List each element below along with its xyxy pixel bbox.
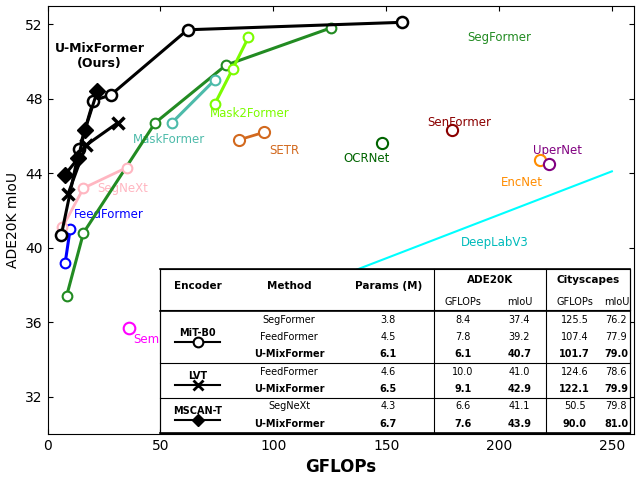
Text: DeepLabV3: DeepLabV3 [461,236,529,249]
Text: 125.5: 125.5 [561,315,589,325]
Text: 4.5: 4.5 [381,332,396,342]
Text: 39.2: 39.2 [509,332,530,342]
Text: OCRNet: OCRNet [343,152,390,165]
Text: SegFormer: SegFormer [263,315,316,325]
Text: 7.6: 7.6 [454,418,472,428]
Text: 41.0: 41.0 [509,367,530,376]
Text: 43.9: 43.9 [508,418,531,428]
Text: U-MixFormer: U-MixFormer [254,418,324,428]
Text: 76.2: 76.2 [605,315,627,325]
Text: 41.1: 41.1 [509,401,530,411]
Text: SegNeXt: SegNeXt [97,182,148,195]
Point [124,324,134,332]
Text: GFLOPs: GFLOPs [444,297,481,307]
Text: 9.1: 9.1 [454,384,472,394]
Text: SegFormer: SegFormer [467,31,531,44]
Text: 79.0: 79.0 [604,349,628,359]
Text: 122.1: 122.1 [559,384,590,394]
Text: 4.6: 4.6 [381,367,396,376]
Text: 8.4: 8.4 [455,315,470,325]
Text: 6.1: 6.1 [380,349,397,359]
Text: 42.9: 42.9 [508,384,531,394]
Text: 81.0: 81.0 [604,418,628,428]
X-axis label: GFLOPs: GFLOPs [305,458,376,476]
Text: 6.7: 6.7 [380,418,397,428]
Text: Cityscapes: Cityscapes [557,275,620,285]
Text: UperNet: UperNet [533,145,582,157]
Text: 6.5: 6.5 [380,384,397,394]
Text: MaskFormer: MaskFormer [133,133,205,146]
Point [534,156,545,164]
Point [543,160,554,168]
Text: 79.9: 79.9 [604,384,628,394]
Text: 6.6: 6.6 [455,401,470,411]
Text: MiT-B0: MiT-B0 [179,328,216,338]
Text: LVT: LVT [188,371,207,381]
Text: ADE20K: ADE20K [467,275,513,285]
Text: MSCAN-T: MSCAN-T [173,405,222,415]
Text: 79.8: 79.8 [605,401,627,411]
Text: SemanticFPN: SemanticFPN [133,333,211,346]
Text: 101.7: 101.7 [559,349,590,359]
Text: U-MixFormer: U-MixFormer [254,349,324,359]
Text: 10.0: 10.0 [452,367,474,376]
Text: EncNet: EncNet [501,176,543,189]
Text: 124.6: 124.6 [561,367,588,376]
Point [376,140,387,147]
Text: 78.6: 78.6 [605,367,627,376]
Text: 37.4: 37.4 [509,315,530,325]
Text: SegNeXt: SegNeXt [268,401,310,411]
Text: Params (M): Params (M) [355,281,422,291]
Text: mIoU: mIoU [507,297,532,307]
Text: Mask2Former: Mask2Former [210,107,290,120]
Point [447,126,457,134]
Y-axis label: ADE20K mIoU: ADE20K mIoU [6,172,20,268]
Text: 77.9: 77.9 [605,332,627,342]
Text: mIoU: mIoU [604,297,629,307]
Text: Encoder: Encoder [174,281,221,291]
Text: 3.8: 3.8 [381,315,396,325]
Text: 90.0: 90.0 [563,418,587,428]
Text: 7.8: 7.8 [455,332,470,342]
Text: 107.4: 107.4 [561,332,588,342]
Text: 4.3: 4.3 [381,401,396,411]
Text: Method: Method [267,281,312,291]
Text: FeedFormer: FeedFormer [260,367,318,376]
Text: 6.1: 6.1 [454,349,472,359]
Text: 50.5: 50.5 [564,401,586,411]
Text: FeedFormer: FeedFormer [74,208,143,221]
Text: U-MixFormer
(Ours): U-MixFormer (Ours) [54,42,145,70]
Text: SETR: SETR [269,145,299,157]
Text: GFLOPs: GFLOPs [556,297,593,307]
Text: U-MixFormer: U-MixFormer [254,384,324,394]
Text: FeedFormer: FeedFormer [260,332,318,342]
Bar [161,269,630,433]
Text: 40.7: 40.7 [508,349,531,359]
Text: SenFormer: SenFormer [427,117,491,130]
